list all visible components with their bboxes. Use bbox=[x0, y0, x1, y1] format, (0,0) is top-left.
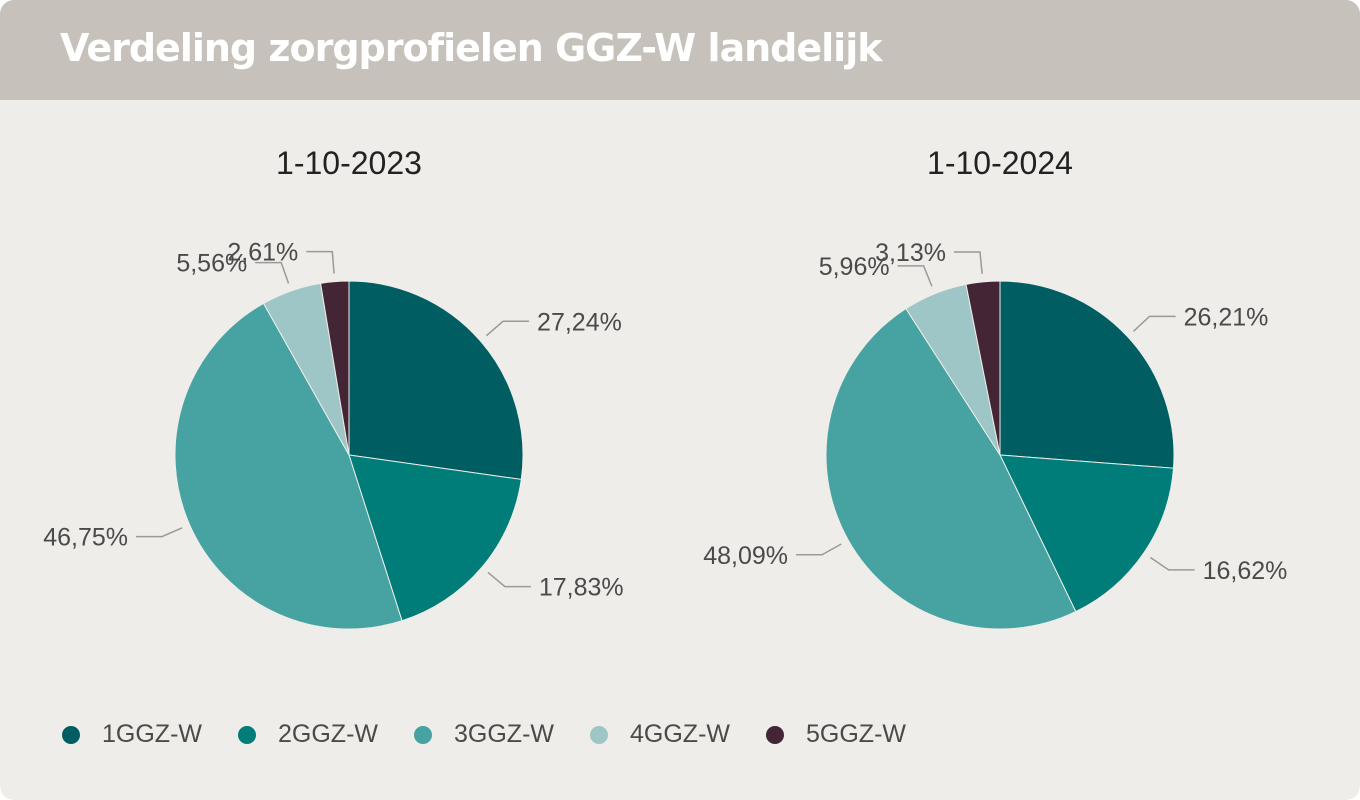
legend-item-4ggz-w: 4GGZ-W bbox=[590, 720, 730, 749]
data-label: 16,62% bbox=[1203, 557, 1288, 585]
legend-swatch bbox=[590, 725, 608, 744]
legend-item-5ggz-w: 5GGZ-W bbox=[766, 720, 906, 749]
data-label: 3,13% bbox=[875, 239, 946, 267]
pie-slice-3ggz-w bbox=[825, 307, 1077, 630]
pie-slice-1ggz-w bbox=[999, 280, 1175, 469]
legend-label: 3GGZ-W bbox=[454, 720, 554, 748]
leader-line bbox=[796, 543, 842, 556]
leader-line bbox=[1150, 556, 1195, 571]
legend-swatch bbox=[62, 725, 80, 744]
leader-line bbox=[897, 265, 933, 287]
chart-title: 1-10-2024 bbox=[927, 145, 1073, 181]
data-label: 2,61% bbox=[227, 239, 298, 267]
legend: 1GGZ-W 2GGZ-W 3GGZ-W 4GGZ-W 5GGZ-W bbox=[62, 720, 942, 749]
data-label: 26,21% bbox=[1184, 303, 1269, 331]
pie-slice-2ggz-w bbox=[999, 454, 1175, 613]
data-label: 48,09% bbox=[703, 542, 788, 570]
legend-label: 5GGZ-W bbox=[806, 720, 906, 748]
leader-line bbox=[255, 261, 290, 284]
pie-slice-3ggz-w bbox=[174, 302, 403, 630]
pie-slice-5ggz-w bbox=[965, 280, 1001, 456]
legend-swatch bbox=[238, 725, 256, 744]
data-label: 5,96% bbox=[819, 253, 890, 281]
legend-swatch bbox=[414, 725, 432, 744]
leader-line bbox=[487, 571, 531, 588]
pie-slice-5ggz-w bbox=[320, 280, 350, 456]
pie-chart-2: 1-10-2024 26,21% 16,62% 48,09% 5,96%3,13% bbox=[703, 145, 1288, 630]
header-bar: Verdeling zorgprofielen GGZ-W landelijk bbox=[0, 0, 1360, 100]
data-label: 27,24% bbox=[537, 308, 622, 336]
chart-title: 1-10-2023 bbox=[276, 145, 422, 181]
legend-item-3ggz-w: 3GGZ-W bbox=[414, 720, 554, 749]
leader-line bbox=[136, 527, 183, 538]
pie-slice-1ggz-w bbox=[348, 280, 524, 481]
leader-line bbox=[485, 320, 530, 337]
legend-item-2ggz-w: 2GGZ-W bbox=[238, 720, 378, 749]
data-label: 46,75% bbox=[43, 524, 128, 552]
leader-line bbox=[1132, 315, 1176, 332]
legend-label: 4GGZ-W bbox=[630, 720, 730, 748]
legend-item-1ggz-w: 1GGZ-W bbox=[62, 720, 202, 749]
data-label: 17,83% bbox=[539, 574, 624, 602]
legend-swatch bbox=[766, 725, 784, 744]
data-label: 5,56% bbox=[176, 250, 247, 278]
pie-slice-2ggz-w bbox=[348, 454, 522, 622]
leader-line bbox=[953, 251, 983, 274]
legend-label: 2GGZ-W bbox=[278, 720, 378, 748]
leader-line bbox=[306, 250, 335, 274]
page-title: Verdeling zorgprofielen GGZ-W landelijk bbox=[60, 26, 882, 70]
pie-chart-1: 1-10-2023 27,24% 17,83% 46,75% 5,56%2,61% bbox=[43, 145, 624, 630]
legend-label: 1GGZ-W bbox=[102, 720, 202, 748]
